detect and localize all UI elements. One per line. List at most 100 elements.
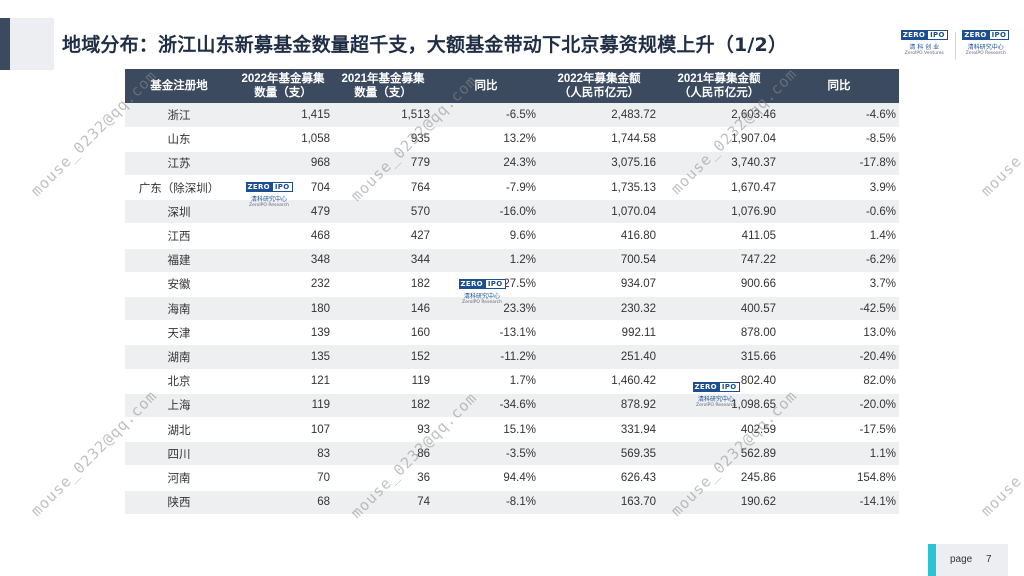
cell-count-2022: 83	[233, 441, 333, 467]
cell-yoy-amount: -4.6%	[779, 103, 899, 128]
logo-en-name: ZeroIPO Ventures	[904, 51, 944, 56]
cell-yoy-amount: -8.5%	[779, 127, 899, 152]
cell-count-2022: 1,058	[233, 127, 333, 152]
table-row: 江苏 968 779 24.3% 3,075.16 3,740.37 -17.8%	[125, 151, 899, 177]
cell-yoy-amount: 82.0%	[779, 369, 899, 394]
header-amount-2021: 2021年募集金额 （人民币亿元）	[659, 69, 779, 103]
cell-amount-2021: 190.62	[659, 490, 779, 515]
table-row: 海南 180 146 23.3% 230.32 400.57 -42.5%	[125, 296, 899, 322]
header-yoy-amount: 同比	[779, 69, 899, 103]
header-amount-2022: 2022年募集金额 （人民币亿元）	[539, 69, 659, 103]
cell-amount-2021: 402.59	[659, 417, 779, 443]
cell-region: 江西	[125, 223, 233, 249]
cell-yoy-count: 9.6%	[433, 223, 539, 249]
cell-amount-2021: 1,076.90	[659, 199, 779, 225]
cell-amount-2022: 626.43	[539, 465, 659, 491]
cell-amount-2022: 416.80	[539, 223, 659, 249]
cell-count-2022: 232	[233, 272, 333, 298]
cell-amount-2022: 700.54	[539, 248, 659, 273]
page-label: page	[950, 554, 973, 565]
cell-count-2022: 135	[233, 344, 333, 370]
cell-amount-2022: 2,483.72	[539, 103, 659, 128]
cell-yoy-amount: -6.2%	[779, 248, 899, 273]
table-row: 天津 139 160 -13.1% 992.11 878.00 13.0%	[125, 320, 899, 346]
watermark-text: mouse_0232@qq.com	[977, 66, 1024, 200]
cell-count-2021: 119	[333, 369, 433, 394]
cell-yoy-count: 94.4%	[433, 465, 539, 491]
logo-cn-name: 清科研究中心	[967, 44, 1004, 51]
cell-region: 江苏	[125, 151, 233, 177]
cell-count-2022: 468	[233, 223, 333, 249]
cell-count-2021: 182	[333, 272, 433, 298]
logo-badge-right: IPO	[988, 30, 1010, 40]
cell-count-2022: 479	[233, 199, 333, 225]
logo-badge-left: ZERO	[962, 30, 989, 40]
cell-amount-2021: 411.05	[659, 223, 779, 249]
cell-amount-2022: 878.92	[539, 393, 659, 418]
cell-count-2022: 107	[233, 417, 333, 443]
logo-cn-name: 清 科 创 业	[909, 44, 940, 51]
title-marker-box	[10, 18, 54, 70]
cell-yoy-count: 23.3%	[433, 296, 539, 322]
cell-region: 湖南	[125, 344, 233, 370]
cell-amount-2021: 245.86	[659, 465, 779, 491]
table-row: 江西 468 427 9.6% 416.80 411.05 1.4%	[125, 223, 899, 249]
cell-amount-2021: 1,907.04	[659, 127, 779, 152]
cell-amount-2022: 230.32	[539, 296, 659, 322]
cell-yoy-amount: 154.8%	[779, 465, 899, 491]
cell-amount-2022: 1,460.42	[539, 369, 659, 394]
cell-count-2021: 152	[333, 344, 433, 370]
zeroipo-research-logo: ZERO IPO 清科研究中心 ZeroIPO Research	[961, 30, 1010, 64]
cell-yoy-count: 27.5%	[433, 272, 539, 298]
cell-amount-2022: 163.70	[539, 490, 659, 515]
table-row: 深圳 479 570 -16.0% 1,070.04 1,076.90 -0.6%	[125, 199, 899, 225]
cell-amount-2022: 569.35	[539, 441, 659, 467]
cell-amount-2022: 1,070.04	[539, 199, 659, 225]
cell-yoy-amount: -20.4%	[779, 344, 899, 370]
cell-amount-2022: 331.94	[539, 417, 659, 443]
cell-region: 北京	[125, 369, 233, 394]
cell-count-2022: 119	[233, 393, 333, 418]
cell-count-2022: 180	[233, 296, 333, 322]
cell-count-2022: 968	[233, 151, 333, 177]
header-count-2021: 2021年基金募集 数量（支）	[333, 69, 433, 103]
cell-yoy-amount: 1.4%	[779, 223, 899, 249]
cell-count-2021: 160	[333, 320, 433, 346]
cell-yoy-count: -6.5%	[433, 103, 539, 128]
cell-yoy-count: -8.1%	[433, 490, 539, 515]
cell-count-2021: 570	[333, 199, 433, 225]
cell-amount-2021: 900.66	[659, 272, 779, 298]
cell-yoy-amount: -20.0%	[779, 393, 899, 418]
cell-amount-2021: 315.66	[659, 344, 779, 370]
zeroipo-ventures-logo: ZERO IPO 清 科 创 业 ZeroIPO Ventures	[900, 30, 949, 64]
table-row: 陕西 68 74 -8.1% 163.70 190.62 -14.1%	[125, 490, 899, 515]
cell-yoy-amount: 3.7%	[779, 272, 899, 298]
cell-count-2021: 344	[333, 248, 433, 273]
cell-yoy-amount: -17.8%	[779, 151, 899, 177]
cell-amount-2021: 1,670.47	[659, 175, 779, 201]
cell-count-2022: 68	[233, 490, 333, 515]
cell-region: 湖北	[125, 417, 233, 443]
cell-amount-2022: 251.40	[539, 344, 659, 370]
logo-en-name: ZeroIPO Research	[965, 51, 1006, 56]
cell-yoy-count: -11.2%	[433, 344, 539, 370]
cell-count-2021: 74	[333, 490, 433, 515]
cell-count-2022: 704	[233, 175, 333, 201]
cell-yoy-amount: 1.1%	[779, 441, 899, 467]
cell-count-2022: 70	[233, 465, 333, 491]
title-accent-bar	[0, 18, 10, 70]
cell-yoy-count: -13.1%	[433, 320, 539, 346]
watermark-text: mouse_0232@qq.com	[977, 386, 1024, 520]
cell-count-2021: 146	[333, 296, 433, 322]
cell-yoy-amount: -17.5%	[779, 417, 899, 443]
cell-count-2022: 121	[233, 369, 333, 394]
cell-amount-2021: 1,098.65	[659, 393, 779, 418]
table-row: 湖北 107 93 15.1% 331.94 402.59 -17.5%	[125, 417, 899, 443]
cell-amount-2022: 934.07	[539, 272, 659, 298]
cell-yoy-count: 1.7%	[433, 369, 539, 394]
cell-yoy-count: 24.3%	[433, 151, 539, 177]
logo-badge-right: IPO	[927, 30, 948, 40]
cell-amount-2022: 1,735.13	[539, 175, 659, 201]
cell-yoy-amount: 3.9%	[779, 175, 899, 201]
cell-region: 陕西	[125, 490, 233, 515]
